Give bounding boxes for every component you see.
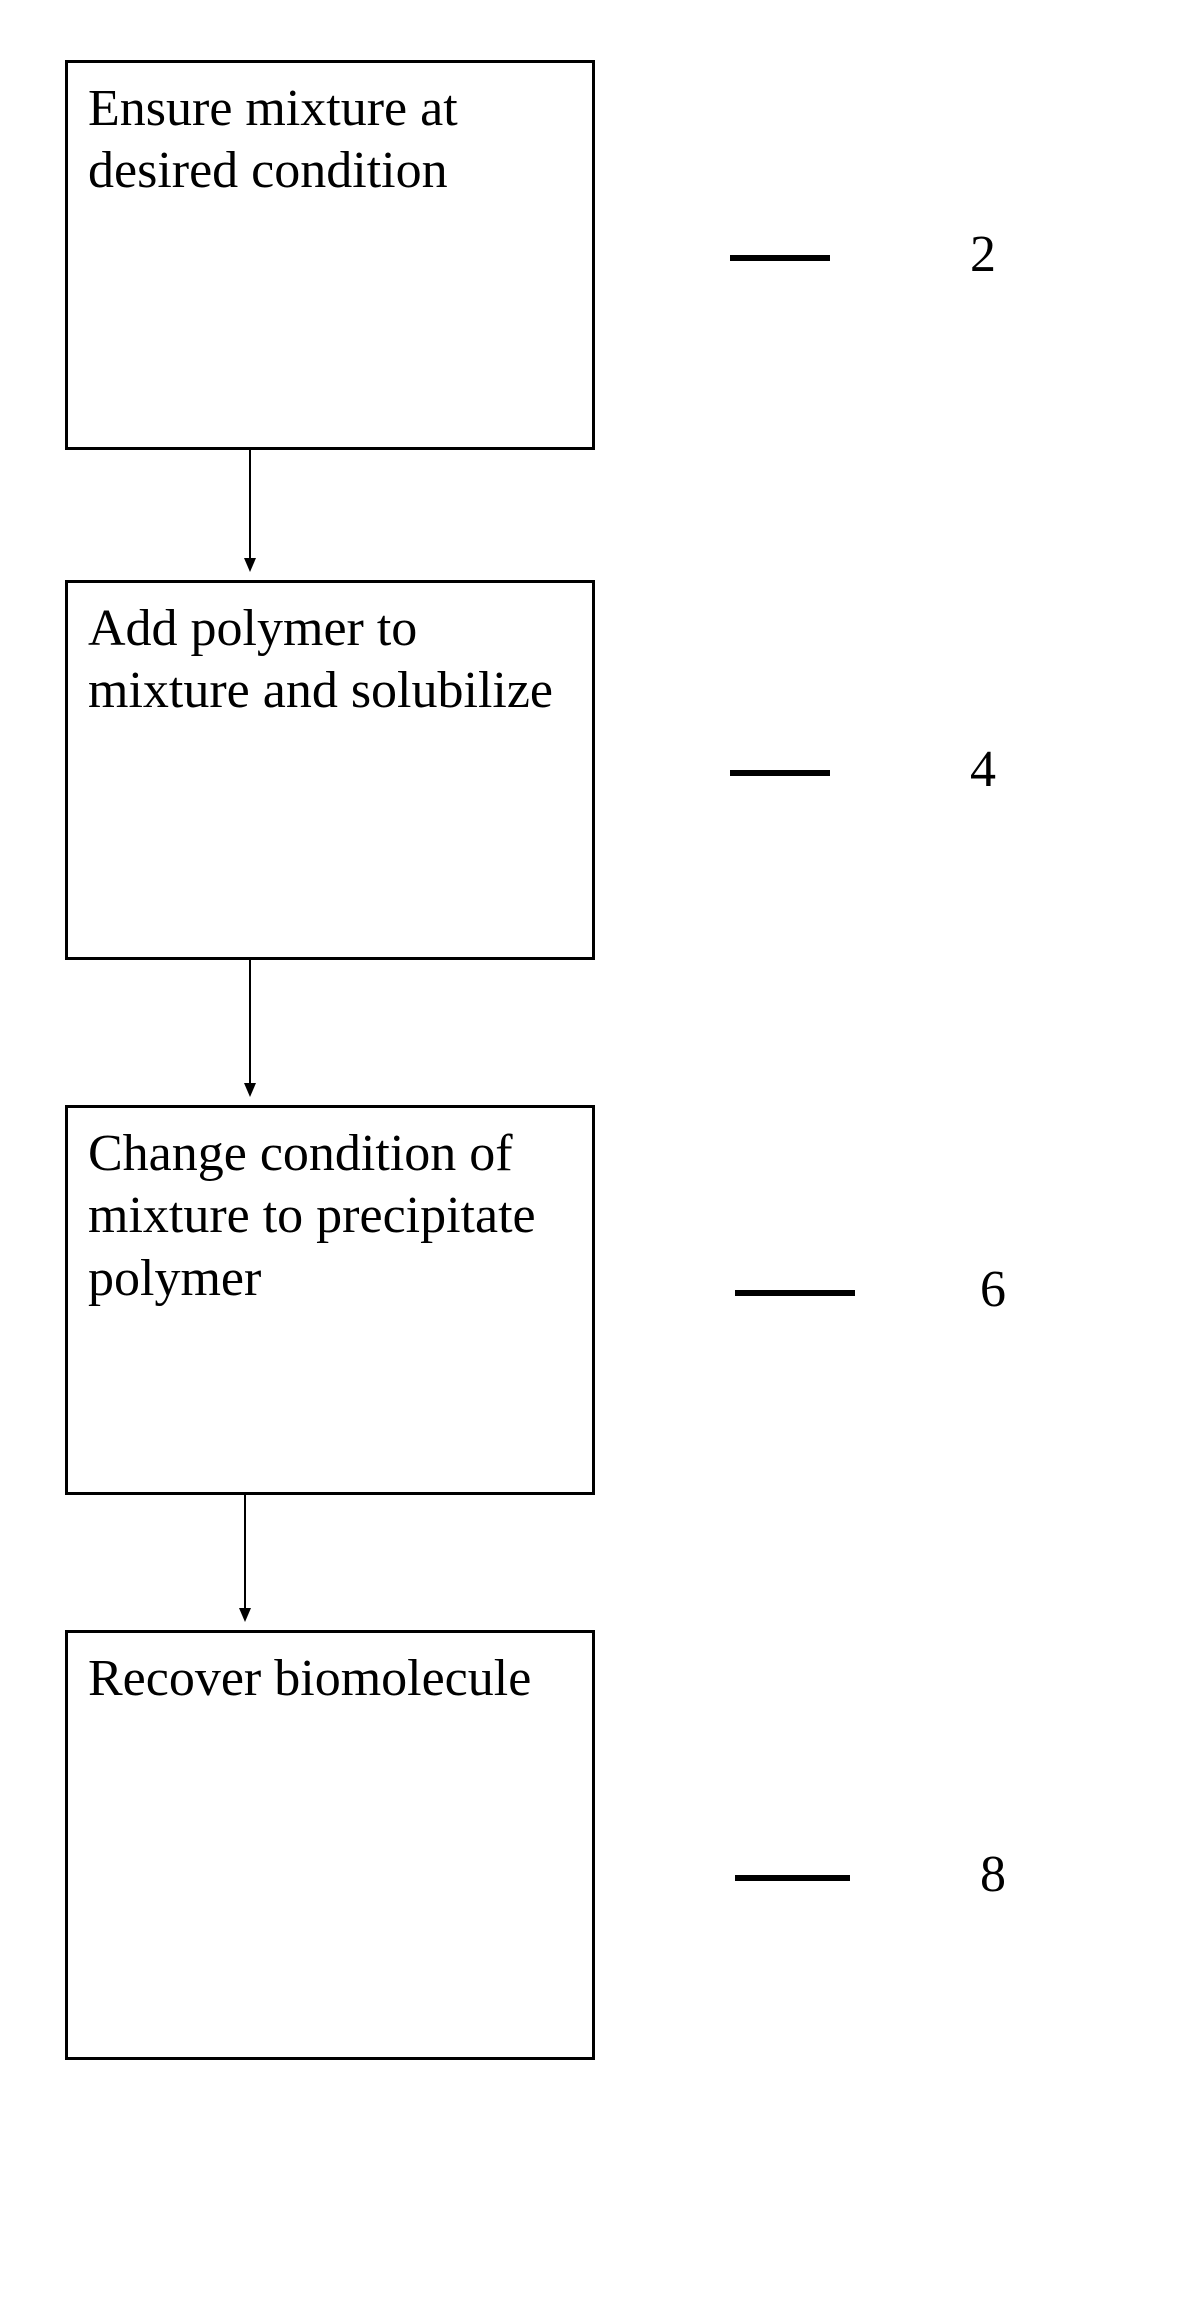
flowchart-box-2: Add polymer to mixture and solubilize — [65, 580, 595, 960]
ref-dash-1 — [730, 255, 830, 261]
box-text-1: Ensure mixture at desired condition — [88, 78, 572, 203]
box-text-2: Add polymer to mixture and solubilize — [88, 598, 572, 723]
arrow-3-4 — [235, 1495, 255, 1628]
ref-dash-2 — [730, 770, 830, 776]
ref-number-4: 8 — [980, 1845, 1006, 1904]
flowchart-box-4: Recover biomolecule — [65, 1630, 595, 2060]
ref-dash-3 — [735, 1290, 855, 1296]
flowchart-box-3: Change condition of mixture to precipita… — [65, 1105, 595, 1495]
ref-dash-4 — [735, 1875, 850, 1881]
box-text-3: Change condition of mixture to precipita… — [88, 1123, 572, 1310]
ref-number-3: 6 — [980, 1260, 1006, 1319]
ref-number-2: 4 — [970, 740, 996, 799]
flowchart-container: Ensure mixture at desired condition 2 Ad… — [50, 50, 1131, 2271]
box-text-4: Recover biomolecule — [88, 1648, 572, 1710]
arrow-2-3 — [240, 960, 260, 1103]
flowchart-box-1: Ensure mixture at desired condition — [65, 60, 595, 450]
arrow-1-2 — [240, 450, 260, 578]
ref-number-1: 2 — [970, 225, 996, 284]
